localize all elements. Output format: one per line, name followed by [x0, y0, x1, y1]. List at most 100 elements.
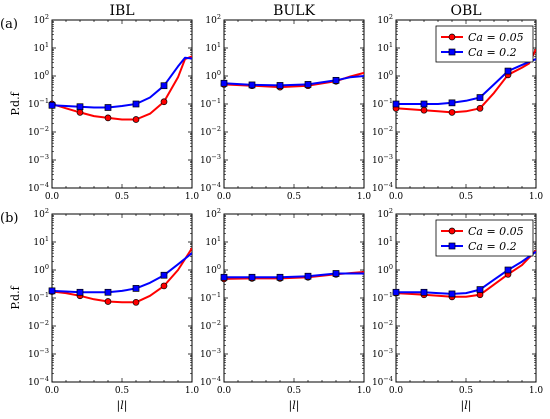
- series-line-1: [396, 58, 536, 105]
- data-point-square: [504, 67, 512, 75]
- data-point-square: [248, 81, 256, 89]
- y-tick-label: 10−1: [372, 97, 393, 110]
- y-tick-exponent: −2: [39, 125, 49, 133]
- y-tick-exponent: 0: [389, 69, 393, 77]
- y-tick-exponent: 1: [217, 41, 221, 49]
- panel-title: OBL: [450, 3, 481, 19]
- data-point-square: [332, 76, 340, 84]
- y-tick-label: 10−2: [28, 319, 49, 332]
- x-tick-label: 0.0: [389, 386, 404, 396]
- x-tick-label: 1.0: [357, 192, 372, 202]
- y-tick-label: 101: [205, 235, 221, 248]
- x-tick-label: 0.5: [459, 386, 474, 396]
- y-tick-label: 10−1: [372, 291, 393, 304]
- y-tick-exponent: −2: [39, 319, 49, 327]
- data-point-square: [160, 82, 168, 90]
- y-tick-exponent: 0: [217, 263, 221, 271]
- y-tick-exponent: −1: [383, 291, 393, 299]
- x-tick-label: 0.0: [217, 192, 232, 202]
- data-point-square: [448, 99, 456, 107]
- data-point-square: [160, 271, 168, 279]
- legend-label: Ca = 0.2: [468, 46, 517, 59]
- axes-frame: [223, 213, 365, 383]
- series-line-0: [52, 55, 192, 121]
- y-tick-exponent: 1: [389, 235, 393, 243]
- panel-top-1: 1 0 −4 10−3 10−2 10−1 100 101 102 0.0 0.5 1.0 BULK: [200, 3, 371, 202]
- x-tick-label: 1.0: [357, 386, 372, 396]
- data-point-square: [220, 79, 228, 87]
- x-tick-label: 0.5: [287, 386, 302, 396]
- x-tick-label: 1.0: [185, 192, 200, 202]
- y-tick-exponent: 2: [45, 13, 49, 21]
- y-tick-exponent: −1: [383, 97, 393, 105]
- data-point-circle: [132, 116, 140, 123]
- data-point-square: [304, 272, 312, 280]
- x-tick-label: 1.0: [529, 386, 544, 396]
- y-tick-exponent: −2: [383, 125, 393, 133]
- y-tick-exponent: 0: [217, 69, 221, 77]
- y-tick-exponent: 2: [217, 207, 221, 215]
- x-tick-label: 0.0: [389, 192, 404, 202]
- y-tick-exponent: −2: [383, 319, 393, 327]
- y-tick-label: 102: [33, 13, 49, 26]
- data-point-square: [304, 81, 312, 88]
- y-tick-label: 10−3: [28, 347, 49, 360]
- data-point-square: [104, 288, 112, 296]
- data-point-square: [276, 273, 284, 281]
- y-tick-exponent: −4: [211, 181, 221, 189]
- y-tick-label: 102: [377, 207, 393, 220]
- y-tick-label: 10−3: [372, 347, 393, 360]
- y-tick-exponent: 0: [389, 263, 393, 271]
- y-tick-exponent: 2: [45, 207, 49, 215]
- y-tick-label: 100: [33, 69, 49, 82]
- series-line-1: [52, 56, 192, 109]
- y-tick-exponent: −1: [211, 97, 221, 105]
- data-point-square: [392, 100, 400, 108]
- series-line-1: [52, 252, 192, 294]
- data-point-square: [132, 285, 140, 292]
- y-tick-exponent: −1: [39, 291, 49, 299]
- series-line-0: [396, 249, 536, 298]
- y-tick-label: 102: [205, 13, 221, 26]
- x-tick-label: 0.5: [459, 192, 474, 202]
- panel-label: (a): [0, 17, 18, 32]
- y-tick-exponent: 2: [389, 207, 393, 215]
- legend-label: Ca = 0.05: [468, 225, 524, 238]
- x-tick-label: 0.0: [45, 192, 60, 202]
- legend-label: Ca = 0.05: [468, 31, 524, 44]
- data-point-square: [220, 273, 228, 281]
- series-line-1: [224, 75, 364, 87]
- panel-bottom-1: 1 0 −4 10−3 10−2 10−1 100 101 102 0.0 0.5 1.0 |l|: [200, 207, 371, 413]
- x-tick-label: 0.5: [115, 192, 130, 202]
- y-tick-exponent: −3: [383, 347, 393, 355]
- y-tick-label: 100: [377, 263, 393, 276]
- x-tick-label: 0.0: [45, 386, 60, 396]
- legend-box: [435, 25, 534, 63]
- y-tick-label: 10−2: [28, 125, 49, 138]
- series-line-1: [224, 272, 364, 279]
- x-axis-label: |l|: [117, 399, 128, 413]
- data-point-circle: [448, 109, 456, 116]
- y-tick-label: 10−3: [28, 153, 49, 166]
- data-point-square: [420, 100, 428, 108]
- data-point-circle: [132, 298, 140, 306]
- data-point-square: [104, 104, 112, 111]
- y-tick-exponent: −2: [211, 319, 221, 327]
- y-tick-label: 101: [33, 235, 49, 248]
- y-tick-label: 101: [377, 235, 393, 248]
- legend-box: [435, 219, 534, 257]
- x-tick-label: 1.0: [529, 192, 544, 202]
- y-tick-exponent: 0: [45, 69, 49, 77]
- legend-marker-circle: [448, 33, 456, 41]
- y-tick-label: 101: [205, 41, 221, 54]
- data-point-square: [476, 94, 484, 101]
- axes-frame: [51, 213, 193, 383]
- data-point-square: [48, 101, 56, 109]
- y-tick-label: 10−1: [200, 291, 221, 304]
- legend: Ca = 0.05 Ca = 0.2: [435, 25, 534, 63]
- x-axis-label: |l|: [461, 399, 472, 413]
- data-point-circle: [104, 114, 112, 122]
- panel-title: BULK: [273, 3, 315, 19]
- y-tick-label: 10−3: [372, 153, 393, 166]
